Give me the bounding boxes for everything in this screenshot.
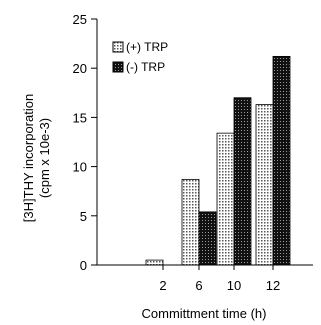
bar-minus-trp-10h (233, 97, 252, 266)
y-axis-title-line1: [3H]THY incorporation (21, 94, 36, 222)
y-tick-label: 10 (73, 160, 87, 175)
x-axis-title: Committment time (h) (142, 306, 267, 321)
y-tick-label: 20 (73, 61, 87, 76)
y-tick-label: 5 (80, 209, 87, 224)
bar-minus-trp-6h (198, 211, 217, 266)
bar-plus-trp-10h (216, 132, 235, 266)
bars (145, 55, 291, 266)
legend-label-minus-trp: (-) TRP (126, 60, 165, 74)
y-tick-label: 0 (80, 258, 87, 273)
x-axis-ticks: 2 6 10 12 (159, 265, 280, 293)
y-tick-label: 15 (73, 110, 87, 125)
y-axis-title-line2: (cpm x 10e-3) (37, 118, 52, 198)
legend: (+) TRP (-) TRP (112, 40, 168, 74)
y-axis-ticks: 0 5 10 15 20 25 (73, 12, 97, 273)
y-axis-title: [3H]THY incorporation (cpm x 10e-3) (21, 94, 52, 222)
y-tick-label: 25 (73, 12, 87, 27)
x-tick-label: 6 (195, 278, 202, 293)
bar-plus-trp-12h (255, 104, 274, 266)
legend-label-plus-trp: (+) TRP (126, 40, 168, 54)
bar-plus-trp-6h (181, 178, 200, 266)
x-tick-label: 2 (159, 278, 166, 293)
legend-swatch-plus-trp (112, 41, 124, 53)
x-tick-label: 12 (266, 278, 280, 293)
bar-minus-trp-12h (272, 55, 291, 266)
x-tick-label: 10 (227, 278, 241, 293)
bar-plus-trp-2h (145, 259, 164, 266)
legend-swatch-minus-trp (112, 61, 124, 73)
